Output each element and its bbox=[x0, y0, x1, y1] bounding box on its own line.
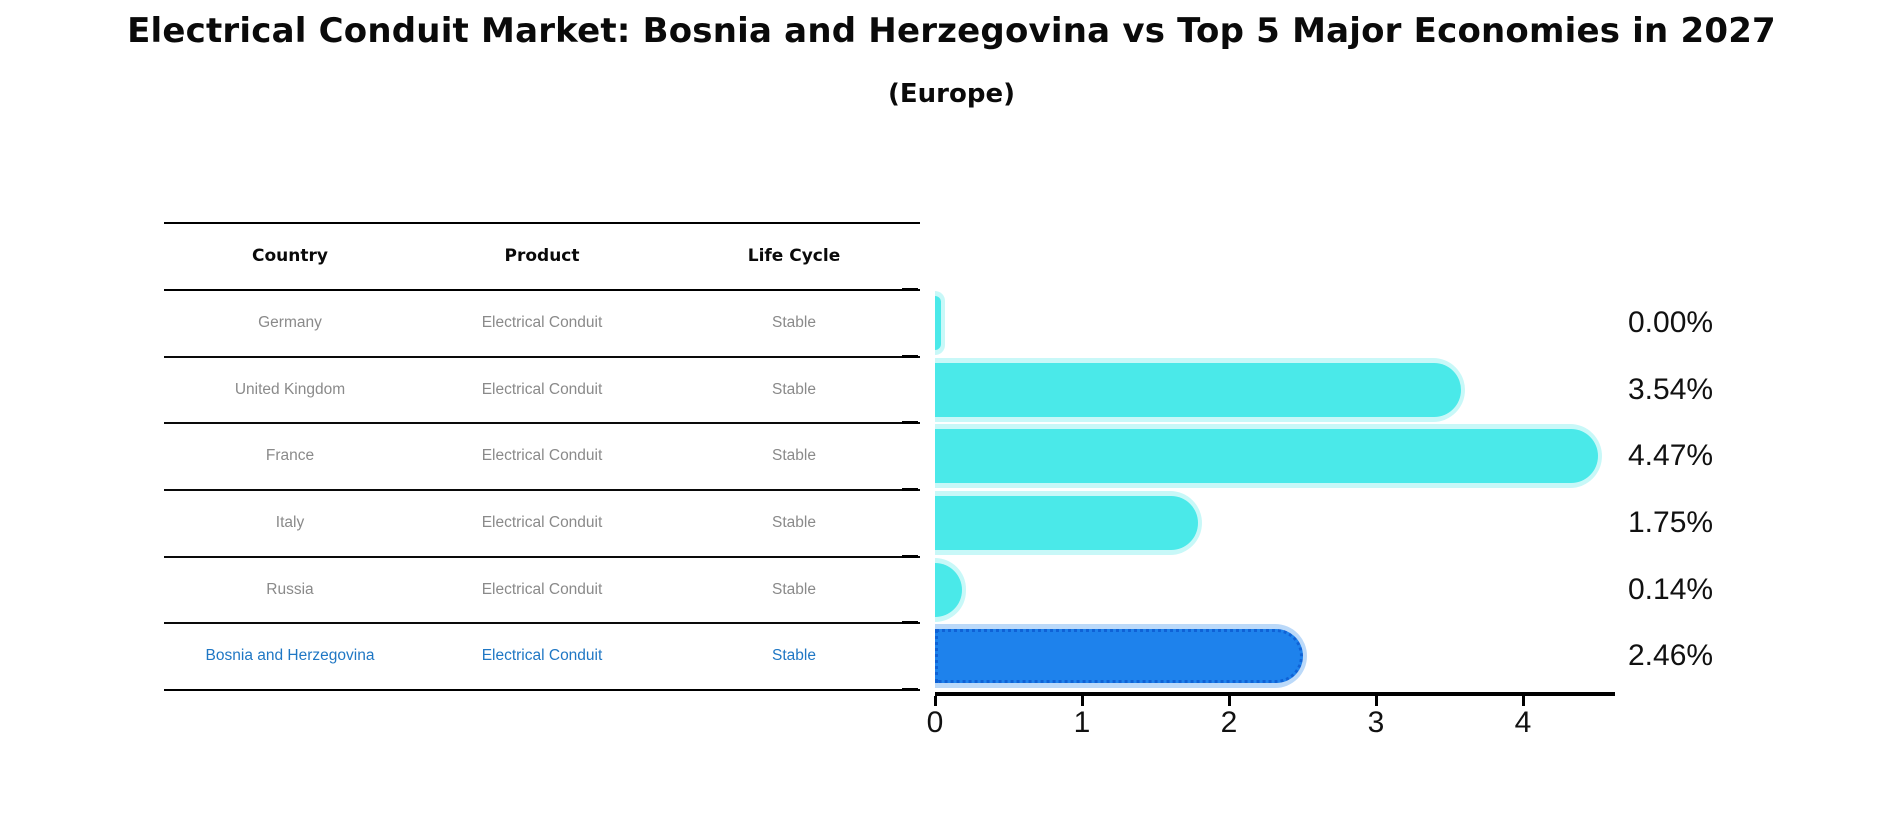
table-header-row: Country Product Life Cycle bbox=[164, 222, 920, 289]
x-axis-tick-label: 3 bbox=[1367, 706, 1385, 739]
y-axis-tick bbox=[902, 688, 918, 691]
x-axis-tick-label: 1 bbox=[1073, 706, 1091, 739]
table-rule bbox=[164, 222, 920, 224]
value-label: 4.47% bbox=[1628, 438, 1714, 472]
table-rule bbox=[164, 689, 920, 691]
page-title: Electrical Conduit Market: Bosnia and He… bbox=[127, 11, 1776, 51]
bar bbox=[935, 495, 1198, 550]
cell-country: Italy bbox=[275, 513, 305, 531]
cell-life-cycle: Stable bbox=[772, 313, 816, 331]
table-row: Russia Electrical Conduit Stable bbox=[164, 556, 920, 623]
cell-country: Bosnia and Herzegovina bbox=[205, 646, 375, 664]
column-header-country: Country bbox=[252, 245, 328, 266]
value-label: 0.00% bbox=[1628, 305, 1714, 339]
table-rule bbox=[164, 622, 920, 624]
bar-row: 4.47% bbox=[935, 422, 1903, 489]
cell-life-cycle: Stable bbox=[772, 380, 816, 398]
cell-life-cycle: Stable bbox=[772, 580, 816, 598]
value-label: 1.75% bbox=[1628, 505, 1714, 539]
page-subtitle: (Europe) bbox=[888, 79, 1015, 109]
x-axis-tick bbox=[1375, 696, 1378, 706]
cell-country: United Kingdom bbox=[234, 380, 346, 398]
cell-product: Electrical Conduit bbox=[481, 446, 603, 464]
bar-row: 0.14% bbox=[935, 556, 1903, 623]
value-label: 0.14% bbox=[1628, 572, 1714, 606]
cell-country: France bbox=[265, 446, 315, 464]
bar bbox=[935, 428, 1598, 483]
x-axis-tick-label: 0 bbox=[926, 706, 944, 739]
x-axis-tick bbox=[934, 696, 937, 706]
cell-life-cycle: Stable bbox=[772, 646, 816, 664]
table-row: Bosnia and Herzegovina Electrical Condui… bbox=[164, 622, 920, 689]
y-axis-tick bbox=[902, 421, 918, 424]
x-axis-tick-label: 4 bbox=[1514, 706, 1532, 739]
table-row: Germany Electrical Conduit Stable bbox=[164, 289, 920, 356]
table-rule bbox=[164, 356, 920, 358]
column-header-life-cycle: Life Cycle bbox=[747, 245, 841, 266]
x-axis-tick bbox=[1522, 696, 1525, 706]
cell-product: Electrical Conduit bbox=[481, 646, 603, 664]
bar bbox=[935, 362, 1461, 417]
y-axis-tick bbox=[902, 555, 918, 558]
cell-life-cycle: Stable bbox=[772, 513, 816, 531]
bar-row: 3.54% bbox=[935, 356, 1903, 423]
cell-product: Electrical Conduit bbox=[481, 313, 603, 331]
bar bbox=[935, 628, 1303, 683]
cell-country: Germany bbox=[258, 313, 322, 331]
x-axis-tick bbox=[1081, 696, 1084, 706]
table-row: United Kingdom Electrical Conduit Stable bbox=[164, 356, 920, 423]
table-rule bbox=[164, 556, 920, 558]
y-axis-tick bbox=[902, 355, 918, 358]
value-label: 3.54% bbox=[1628, 372, 1714, 406]
y-axis-tick bbox=[902, 621, 918, 624]
table-row: France Electrical Conduit Stable bbox=[164, 422, 920, 489]
x-axis-tick-label: 2 bbox=[1220, 706, 1238, 739]
cell-product: Electrical Conduit bbox=[481, 513, 603, 531]
table-rule bbox=[164, 289, 920, 291]
y-axis-tick bbox=[902, 288, 918, 291]
x-axis-line bbox=[935, 692, 1615, 696]
bar-row: 2.46% bbox=[935, 622, 1903, 689]
column-header-product: Product bbox=[504, 245, 580, 266]
value-label: 2.46% bbox=[1628, 638, 1714, 672]
cell-life-cycle: Stable bbox=[772, 446, 816, 464]
x-axis-tick bbox=[1228, 696, 1231, 706]
table-rule bbox=[164, 489, 920, 491]
cell-product: Electrical Conduit bbox=[481, 580, 603, 598]
bar-row: 1.75% bbox=[935, 489, 1903, 556]
bar bbox=[935, 295, 941, 350]
cell-product: Electrical Conduit bbox=[481, 380, 603, 398]
bar-row: 0.00% bbox=[935, 289, 1903, 356]
table-row: Italy Electrical Conduit Stable bbox=[164, 489, 920, 556]
table-rule bbox=[164, 422, 920, 424]
y-axis-tick bbox=[902, 488, 918, 491]
cell-country: Russia bbox=[266, 580, 314, 598]
